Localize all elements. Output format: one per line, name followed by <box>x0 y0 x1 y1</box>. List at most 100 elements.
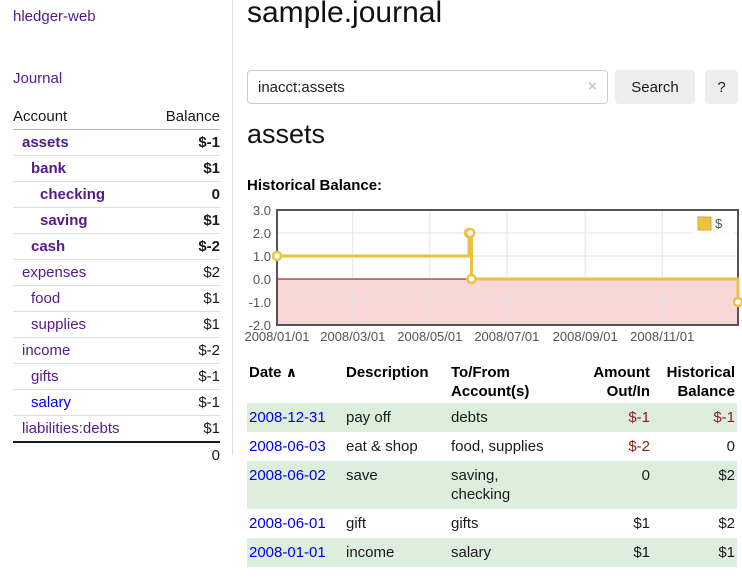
y-tick-label: -2.0 <box>249 318 271 333</box>
account-cell: cash <box>13 233 143 260</box>
date-link[interactable]: 2008-06-01 <box>249 515 326 532</box>
accounts-total-row: 0 <box>13 442 220 468</box>
date-link[interactable]: 2008-01-01 <box>249 544 326 561</box>
search-input[interactable] <box>247 70 608 104</box>
account-link[interactable]: saving <box>40 212 88 229</box>
register-column-header: To/From Account(s) <box>449 360 564 403</box>
register-date-cell: 2008-06-01 <box>247 509 344 538</box>
data-point-marker <box>464 227 476 239</box>
register-row: 2008-01-01 income salary $1 $1 <box>247 538 737 567</box>
account-link[interactable]: checking <box>40 186 106 203</box>
register-header-line1: Historical <box>666 364 735 381</box>
register-column-header: Description <box>344 360 449 403</box>
register-amount-cell: $-2 <box>628 438 650 455</box>
register-header-line1: Amount <box>593 364 650 381</box>
register-description-cell: gift <box>346 515 367 532</box>
register-header-line2: Out/In <box>606 383 650 400</box>
date-link[interactable]: 2008-06-02 <box>249 467 326 484</box>
account-link[interactable]: assets <box>22 134 69 151</box>
account-row: expenses $2 <box>13 259 220 286</box>
register-balance-cell: $1 <box>718 544 735 561</box>
accounts-header-row: Account Balance <box>13 104 220 130</box>
account-row: cash $-2 <box>13 233 220 260</box>
account-row: saving $1 <box>13 207 220 234</box>
account-heading: assets <box>247 119 326 149</box>
accounts-header-balance: Balance <box>143 104 220 130</box>
accounts-total-spacer <box>13 442 143 468</box>
account-cell: supplies <box>13 311 143 338</box>
x-tick-label: 2008/09/01 <box>553 329 618 343</box>
account-link[interactable]: food <box>31 290 61 307</box>
register-amount-cell: $1 <box>633 544 650 561</box>
account-balance: $-2 <box>143 337 220 364</box>
account-row: gifts $-1 <box>13 363 220 390</box>
register-column-header: Amount Out/In <box>564 360 652 403</box>
app-brand-link[interactable]: hledger-web <box>13 8 96 25</box>
register-header-line1: Description <box>346 364 429 381</box>
date-link[interactable]: 2008-12-31 <box>249 409 326 426</box>
account-cell: gifts <box>13 363 143 390</box>
clear-search-icon[interactable]: × <box>588 78 597 95</box>
account-balance: $-1 <box>143 363 220 390</box>
account-row: supplies $1 <box>13 311 220 338</box>
y-tick-label: 0.0 <box>253 272 271 287</box>
account-balance: $2 <box>143 259 220 286</box>
sidebar-item-journal[interactable]: Journal <box>13 70 63 87</box>
account-link[interactable]: gifts <box>31 368 59 385</box>
register-row: 2008-06-01 gift gifts $1 $2 <box>247 509 737 538</box>
accounts-table: Account Balance assets $-1 bank $1 checking 0… <box>13 104 220 468</box>
register-column-header: Date ∧ <box>247 360 344 403</box>
register-header-line2: Balance <box>677 383 735 400</box>
account-cell: salary <box>13 389 143 416</box>
account-link[interactable]: salary <box>31 394 72 411</box>
account-cell: expenses <box>13 259 143 286</box>
chart-title: Historical Balance: <box>247 177 383 194</box>
account-link[interactable]: expenses <box>22 264 87 281</box>
register-date-cell: 2008-12-31 <box>247 403 344 432</box>
page-title: sample.journal <box>247 0 443 29</box>
date-link[interactable]: 2008-06-03 <box>249 438 326 455</box>
account-row: income $-2 <box>13 337 220 364</box>
account-link[interactable]: bank <box>31 160 67 177</box>
register-accounts-cell: debts <box>451 409 488 426</box>
account-cell: food <box>13 285 143 312</box>
account-balance: $1 <box>143 155 220 182</box>
search-button[interactable]: Search <box>615 70 695 104</box>
account-row: bank $1 <box>13 155 220 182</box>
account-link[interactable]: cash <box>31 238 66 255</box>
data-point-marker <box>732 296 742 308</box>
x-tick-label: 2008/07/01 <box>474 329 539 343</box>
plot-border <box>276 209 739 326</box>
sort-asc-icon[interactable]: ∧ <box>285 364 298 380</box>
account-row: checking 0 <box>13 181 220 208</box>
register-header-line1: To/From <box>451 364 510 381</box>
account-link[interactable]: liabilities:debts <box>22 420 120 437</box>
account-cell: liabilities:debts <box>13 415 143 443</box>
register-header-line2: Account(s) <box>451 383 530 400</box>
register-amount-cell: $-1 <box>628 409 650 426</box>
account-row: salary $-1 <box>13 389 220 416</box>
legend-label: $ <box>715 216 723 231</box>
account-balance: $-2 <box>143 233 220 260</box>
register-date-cell: 2008-06-02 <box>247 461 344 509</box>
register-accounts-cell: saving, checking <box>451 467 511 503</box>
data-point-marker <box>271 250 283 262</box>
help-button[interactable]: ? <box>705 70 738 104</box>
account-link[interactable]: supplies <box>31 316 87 333</box>
register-balance-cell: $2 <box>718 515 735 532</box>
register-amount-cell: $1 <box>633 515 650 532</box>
account-link[interactable]: income <box>22 342 71 359</box>
account-cell: assets <box>13 129 143 156</box>
register-accounts-cell: gifts <box>451 515 479 532</box>
data-point-marker <box>466 273 477 285</box>
account-row: liabilities:debts $1 <box>13 415 220 443</box>
register-balance-cell: $2 <box>718 467 735 484</box>
register-balance-cell: $-1 <box>713 409 735 426</box>
register-date-cell: 2008-01-01 <box>247 538 344 567</box>
accounts-header-account: Account <box>13 104 143 130</box>
register-row: 2008-12-31 pay off debts $-1 $-1 <box>247 403 737 432</box>
x-tick-label: 2008/05/01 <box>397 329 462 343</box>
register-amount-cell: 0 <box>641 467 650 484</box>
